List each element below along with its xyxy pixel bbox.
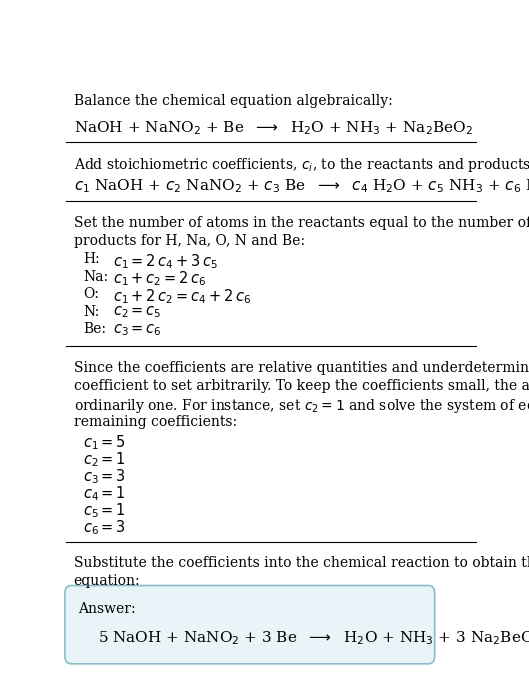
Text: ordinarily one. For instance, set $c_2 = 1$ and solve the system of equations fo: ordinarily one. For instance, set $c_2 =… [74, 396, 529, 415]
Text: Since the coefficients are relative quantities and underdetermined, choose a: Since the coefficients are relative quan… [74, 361, 529, 374]
Text: H:: H: [84, 252, 100, 267]
Text: $c_3 = c_6$: $c_3 = c_6$ [113, 322, 162, 338]
Text: $c_6 = 3$: $c_6 = 3$ [84, 518, 126, 537]
Text: equation:: equation: [74, 574, 140, 588]
Text: $c_2 = c_5$: $c_2 = c_5$ [113, 304, 162, 320]
Text: $c_2 = 1$: $c_2 = 1$ [84, 451, 126, 469]
Text: Be:: Be: [84, 322, 106, 336]
Text: remaining coefficients:: remaining coefficients: [74, 415, 236, 429]
Text: $c_1 + c_2 = 2\,c_6$: $c_1 + c_2 = 2\,c_6$ [113, 270, 207, 289]
Text: 5 NaOH + NaNO$_2$ + 3 Be  $\longrightarrow$  H$_2$O + NH$_3$ + 3 Na$_2$BeO$_2$: 5 NaOH + NaNO$_2$ + 3 Be $\longrightarro… [98, 629, 529, 647]
Text: $c_1 = 2\,c_4 + 3\,c_5$: $c_1 = 2\,c_4 + 3\,c_5$ [113, 252, 218, 271]
Text: $c_4 = 1$: $c_4 = 1$ [84, 484, 126, 503]
Text: O:: O: [84, 287, 99, 301]
Text: Na:: Na: [84, 270, 108, 284]
Text: NaOH + NaNO$_2$ + Be  $\longrightarrow$  H$_2$O + NH$_3$ + Na$_2$BeO$_2$: NaOH + NaNO$_2$ + Be $\longrightarrow$ H… [74, 120, 472, 137]
Text: $c_1 = 5$: $c_1 = 5$ [84, 433, 126, 452]
Text: $c_1 + 2\,c_2 = c_4 + 2\,c_6$: $c_1 + 2\,c_2 = c_4 + 2\,c_6$ [113, 287, 251, 306]
Text: Substitute the coefficients into the chemical reaction to obtain the balanced: Substitute the coefficients into the che… [74, 556, 529, 570]
FancyBboxPatch shape [65, 585, 435, 664]
Text: N:: N: [84, 304, 99, 319]
Text: products for H, Na, O, N and Be:: products for H, Na, O, N and Be: [74, 234, 305, 248]
Text: coefficient to set arbitrarily. To keep the coefficients small, the arbitrary va: coefficient to set arbitrarily. To keep … [74, 379, 529, 393]
Text: $c_1$ NaOH + $c_2$ NaNO$_2$ + $c_3$ Be  $\longrightarrow$  $c_4$ H$_2$O + $c_5$ : $c_1$ NaOH + $c_2$ NaNO$_2$ + $c_3$ Be $… [74, 178, 529, 195]
Text: Balance the chemical equation algebraically:: Balance the chemical equation algebraica… [74, 94, 393, 108]
Text: $c_5 = 1$: $c_5 = 1$ [84, 502, 126, 520]
Text: Answer:: Answer: [78, 602, 136, 616]
Text: Add stoichiometric coefficients, $c_i$, to the reactants and products:: Add stoichiometric coefficients, $c_i$, … [74, 157, 529, 174]
Text: Set the number of atoms in the reactants equal to the number of atoms in the: Set the number of atoms in the reactants… [74, 216, 529, 230]
Text: $c_3 = 3$: $c_3 = 3$ [84, 468, 126, 486]
